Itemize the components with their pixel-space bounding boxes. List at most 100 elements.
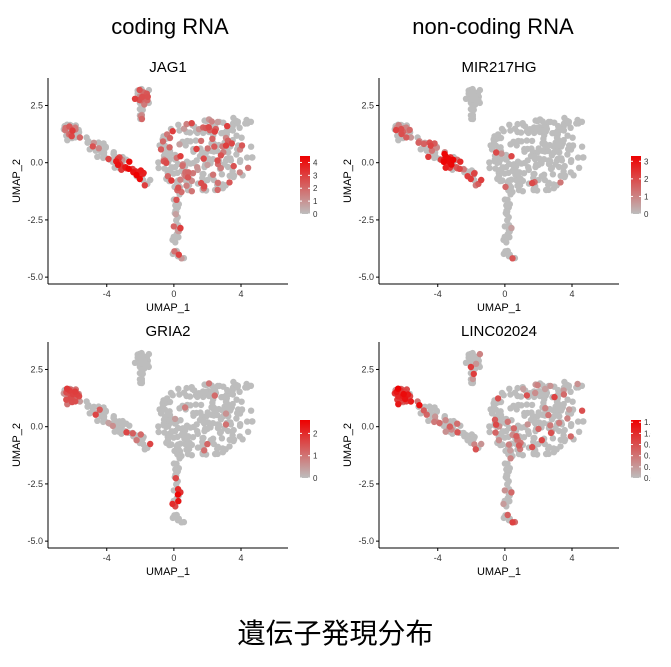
cell-point	[211, 143, 218, 150]
legend-label: 4	[313, 158, 318, 167]
umap-chart: JAG1 -4 0 4 -5.0 -2.5 0.0 2.5 UMAP_1 UMAP_2 0 1 2 3 4	[11, 59, 318, 314]
cell-point	[76, 134, 84, 141]
cell-point	[63, 385, 71, 392]
cell-point	[520, 385, 527, 393]
cell-point	[547, 382, 554, 390]
x-tick-label: 4	[238, 289, 243, 299]
x-tick-label: 0	[502, 289, 507, 299]
cell-point	[566, 406, 573, 413]
cell-point	[523, 401, 530, 408]
cell-point	[535, 425, 542, 433]
cell-point	[222, 421, 230, 428]
cell-point	[193, 145, 200, 153]
y-tick-label: 2.5	[30, 364, 43, 374]
cell-point	[211, 392, 218, 399]
cell-point	[525, 164, 532, 171]
cell-point	[168, 164, 175, 171]
cell-point	[400, 390, 407, 398]
cell-point	[226, 443, 233, 450]
cell-point	[512, 171, 519, 178]
cell-point	[394, 385, 402, 392]
cell-point	[173, 481, 180, 488]
cell-point	[100, 418, 107, 426]
cell-point	[495, 173, 503, 180]
cell-point	[214, 424, 222, 432]
cell-point	[169, 128, 176, 135]
cell-point	[201, 447, 208, 454]
cell-point	[470, 353, 477, 360]
cell-point	[503, 239, 510, 246]
cell-point	[168, 177, 175, 184]
cell-point	[517, 129, 525, 136]
cell-point	[181, 431, 188, 438]
cell-point	[530, 170, 537, 178]
y-tick-label: 2.5	[30, 100, 43, 110]
cell-point	[229, 428, 236, 435]
cell-point	[215, 405, 222, 413]
cell-point	[186, 129, 194, 136]
cell-point	[478, 176, 485, 184]
column-title-coding: coding RNA	[111, 14, 229, 39]
cell-point	[176, 405, 183, 412]
cell-point	[168, 428, 175, 435]
cell-point	[175, 121, 182, 128]
cell-point	[192, 401, 199, 408]
legend-label: 0	[313, 210, 318, 219]
cell-point	[206, 391, 214, 398]
cell-point	[157, 146, 165, 153]
cell-point	[92, 411, 99, 418]
cell-point	[179, 162, 186, 169]
cell-point	[555, 155, 563, 162]
cell-point	[83, 398, 90, 405]
cell-point	[535, 155, 543, 162]
cell-point	[504, 511, 511, 519]
cell-point	[186, 393, 194, 400]
cell-point	[100, 148, 107, 156]
cell-point	[163, 395, 171, 402]
cell-point	[218, 394, 225, 401]
cell-point	[545, 118, 552, 126]
cell-point	[497, 411, 505, 419]
cell-point	[217, 152, 225, 159]
cell-point	[442, 428, 449, 435]
cell-point	[507, 391, 514, 398]
cell-point	[529, 443, 536, 451]
cell-point	[183, 182, 190, 189]
cell-point	[207, 424, 214, 431]
cell-point	[230, 162, 237, 170]
cell-point	[184, 174, 192, 181]
cell-point	[171, 248, 178, 255]
cell-point	[138, 379, 146, 387]
cell-point	[541, 385, 549, 393]
cell-point	[201, 425, 209, 433]
cell-point	[166, 134, 174, 142]
umap-chart: GRIA2 -4 0 4 -5.0 -2.5 0.0 2.5 UMAP_1 UMAP_2 0 1 2	[11, 323, 318, 578]
cell-point	[508, 153, 515, 160]
cell-point	[476, 350, 484, 358]
y-tick-label: -2.5	[27, 215, 43, 225]
panel-title: JAG1	[149, 59, 187, 76]
cell-point	[549, 130, 556, 137]
cell-point	[208, 118, 215, 125]
cell-point	[499, 164, 506, 171]
cell-point	[229, 400, 236, 408]
cell-point	[486, 164, 493, 172]
cell-point	[184, 137, 191, 145]
cell-point	[197, 401, 205, 409]
cell-point	[470, 170, 478, 177]
cell-point	[126, 158, 133, 165]
cell-point	[209, 435, 217, 442]
cell-point	[175, 385, 182, 392]
legend-label: 0.75	[644, 441, 651, 450]
cell-point	[76, 398, 84, 405]
panel-title: LINC02024	[461, 323, 537, 340]
cell-point	[125, 165, 132, 172]
cell-point	[457, 158, 464, 165]
x-tick-label: 0	[502, 553, 507, 563]
cell-point	[234, 382, 241, 390]
cell-point	[204, 412, 211, 419]
legend-label: 0	[644, 210, 649, 219]
cell-point	[510, 425, 518, 432]
x-axis-label: UMAP_1	[477, 302, 521, 314]
cell-point	[512, 167, 519, 174]
